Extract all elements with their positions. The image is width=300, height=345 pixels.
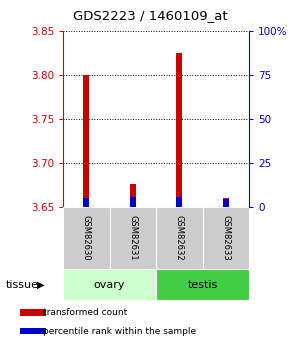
Bar [20, 328, 46, 334]
Text: GSM82631: GSM82631 [128, 215, 137, 261]
Text: GSM82633: GSM82633 [221, 215, 230, 261]
Text: ▶: ▶ [37, 280, 44, 289]
Bar [110, 207, 156, 269]
Text: GDS2223 / 1460109_at: GDS2223 / 1460109_at [73, 9, 227, 22]
Bar [156, 269, 249, 300]
Text: testis: testis [188, 280, 218, 289]
Bar [223, 198, 229, 207]
Text: percentile rank within the sample: percentile rank within the sample [44, 327, 196, 336]
Bar [176, 197, 182, 207]
Text: tissue: tissue [6, 280, 39, 289]
Bar [63, 269, 156, 300]
Bar [63, 207, 110, 269]
Bar [20, 309, 46, 316]
Bar [202, 207, 249, 269]
Bar [130, 197, 136, 207]
Text: GSM82632: GSM82632 [175, 215, 184, 261]
Bar [130, 184, 136, 207]
Bar [223, 199, 229, 207]
Bar [83, 75, 89, 207]
Text: transformed count: transformed count [44, 308, 128, 317]
Text: ovary: ovary [94, 280, 125, 289]
Bar [176, 53, 182, 207]
Bar [83, 198, 89, 207]
Bar [156, 207, 202, 269]
Text: GSM82630: GSM82630 [82, 215, 91, 261]
